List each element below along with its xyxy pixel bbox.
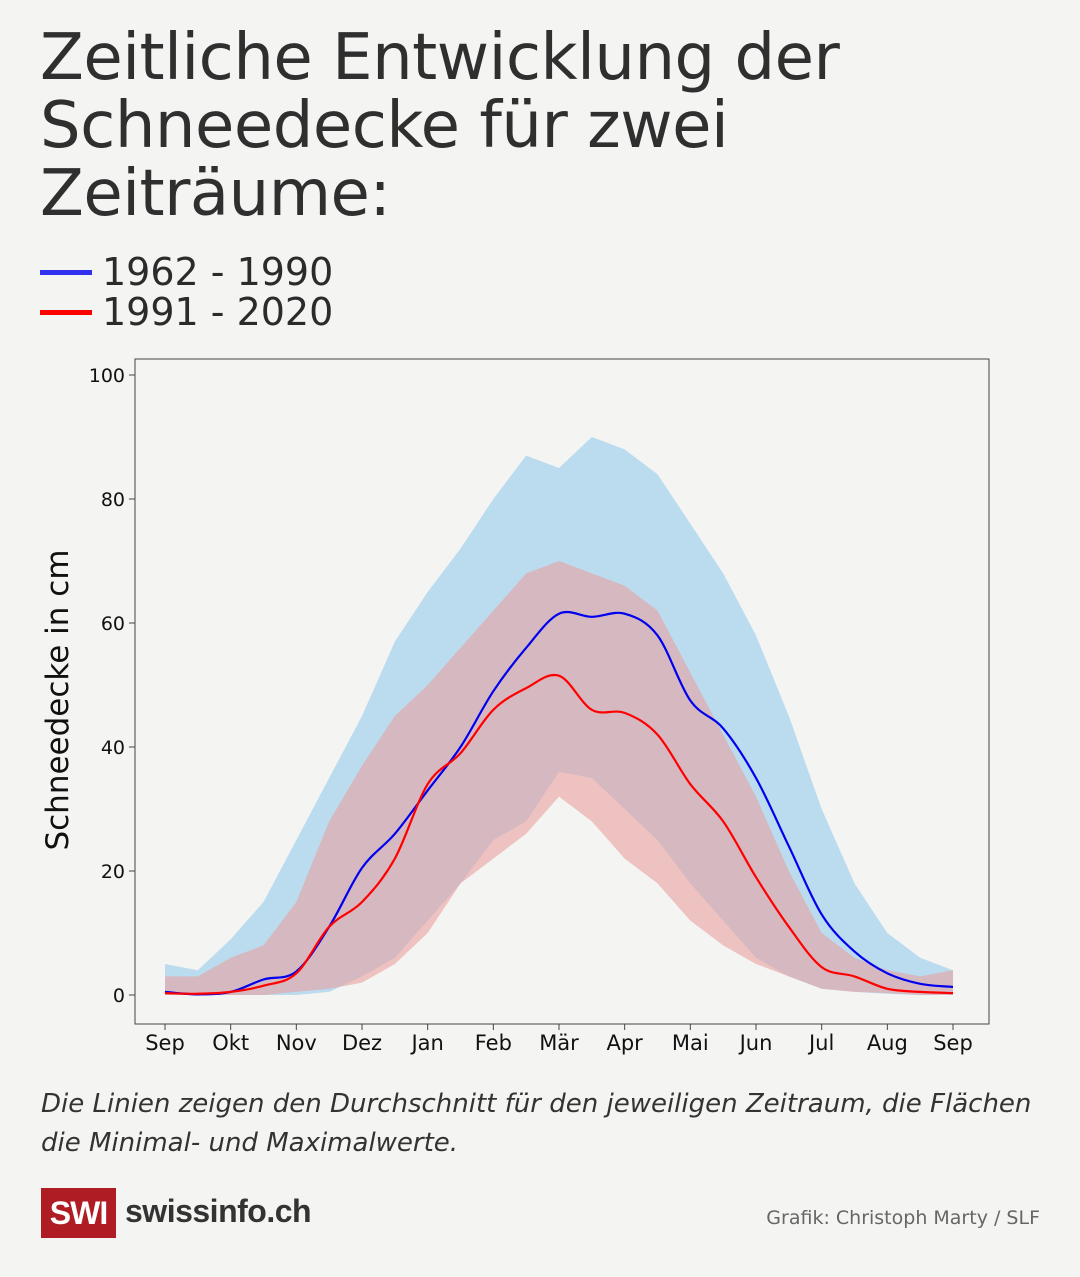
y-axis-label: Schneedecke in cm: [40, 549, 76, 850]
y-tick-label: 80: [101, 489, 125, 511]
x-tick-label: Jul: [807, 1031, 834, 1055]
snow-depth-chart: 0 20 40 60 80 100 Sep Okt Nov Dez Jan Feb Mär Apr Mai…: [40, 358, 990, 1055]
legend-swatch-red: [40, 309, 92, 315]
legend-item-1991-2020: 1991 - 2020: [40, 292, 333, 332]
x-tick-label: Sep: [145, 1031, 185, 1055]
caption: Die Linien zeigen den Durchschnitt für d…: [41, 1089, 1032, 1158]
legend-label: 1962 - 1990: [102, 250, 334, 294]
mean-line-0: [164, 610, 954, 996]
x-tick-label: Mai: [672, 1031, 709, 1055]
plot-frame: [134, 358, 990, 1025]
mean-line-1: [164, 673, 954, 995]
credit: Grafik: Christoph Marty / SLF: [766, 1207, 1040, 1229]
x-tick-label: Dez: [342, 1031, 382, 1055]
x-tick-label: Mär: [539, 1031, 579, 1055]
x-tick-label: Sep: [933, 1031, 973, 1055]
range-band-1: [165, 561, 953, 995]
y-tick-label: 20: [101, 861, 125, 883]
x-tick-label: Okt: [212, 1031, 249, 1055]
legend-swatch-blue: [40, 269, 92, 275]
x-tick-label: Nov: [276, 1031, 317, 1055]
legend-label: 1991 - 2020: [102, 290, 334, 334]
legend-item-1962-1990: 1962 - 1990: [40, 252, 333, 292]
x-tick-label: Aug: [867, 1031, 908, 1055]
y-tick-label: 60: [101, 613, 125, 635]
x-tick-label: Feb: [475, 1031, 512, 1055]
y-tick-label: 0: [113, 985, 125, 1007]
x-tick-label: Jan: [409, 1031, 443, 1055]
x-tick-label: Jun: [738, 1031, 773, 1055]
y-tick-label: 100: [89, 365, 125, 387]
brand-name: swissinfo.ch: [125, 1193, 312, 1229]
y-tick-label: 40: [101, 737, 125, 759]
chart-title: Zeitliche Entwicklung der Schneedecke fü…: [40, 21, 840, 231]
swi-logo: SWI: [41, 1188, 116, 1238]
x-tick-label: Apr: [606, 1031, 643, 1055]
